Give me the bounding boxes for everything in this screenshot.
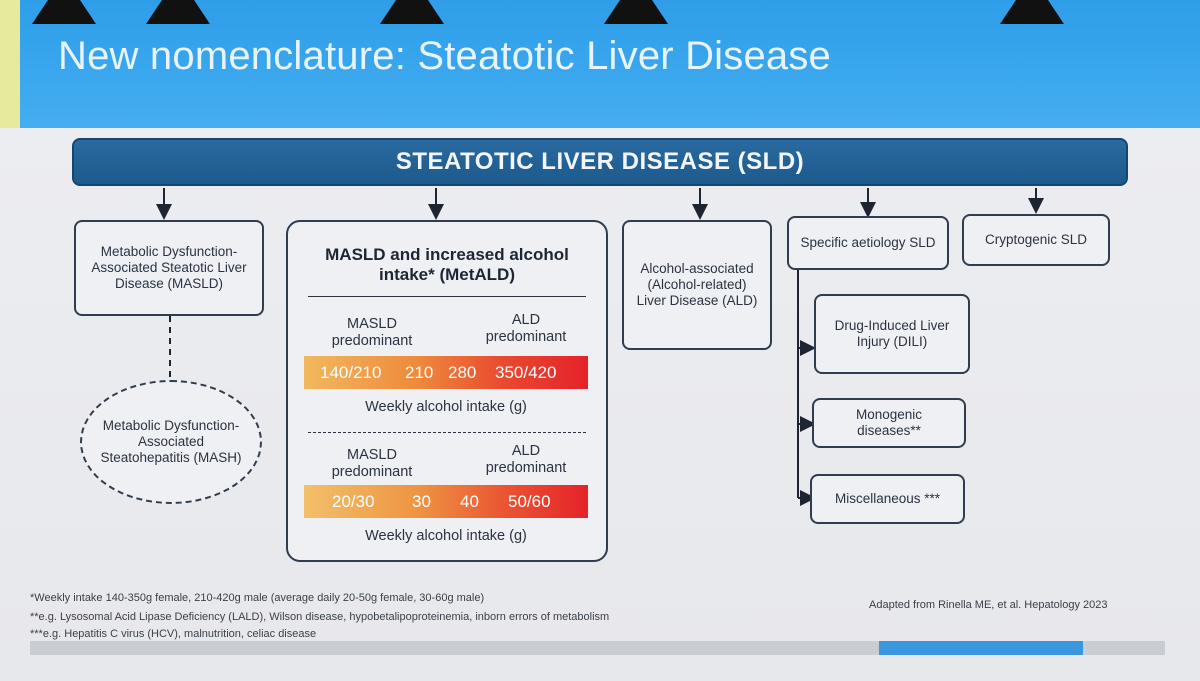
footnote-2: **e.g. Lysosomal Acid Lipase Deficiency … [30,611,610,623]
upper-axis-label: Weekly alcohol intake (g) [365,399,527,415]
upper-value-4: 350/420 [495,362,557,382]
metald-dashed-divider [308,432,586,433]
lower-value-4: 50/60 [508,491,551,511]
header-accent-strip [0,0,20,128]
metald-title: MASLD and increased alcohol intake* (Met… [325,245,569,284]
lower-value-3: 40 [460,491,479,511]
upper-value-1: 140/210 [320,362,382,382]
masld-box: Metabolic Dysfunction-Associated Steatot… [74,220,264,316]
footnote-1: *Weekly intake 140-350g female, 210-420g… [30,592,485,604]
lower-left-label: MASLD predominant [331,447,413,480]
footnote-3: ***e.g. Hepatitis C virus (HCV), malnutr… [30,628,317,640]
slide-title: New nomenclature: Steatotic Liver Diseas… [58,34,832,78]
upper-value-2: 210 [405,362,434,382]
upper-intake-gradient: 140/210 210 280 350/420 [304,356,588,389]
upper-value-3: 280 [448,362,477,382]
miscellaneous-box: Miscellaneous *** [810,474,965,524]
monogenic-box: Monogenic diseases** [812,398,966,448]
sld-banner: STEATOTIC LIVER DISEASE (SLD) [72,138,1128,186]
slide-progress-fill [879,641,1083,655]
upper-left-label: MASLD predominant [331,316,413,349]
citation: Adapted from Rinella ME, et al. Hepatolo… [869,599,1108,611]
lower-value-2: 30 [412,491,431,511]
lower-value-1: 20/30 [332,491,375,511]
metald-divider [308,296,586,297]
lower-axis-label: Weekly alcohol intake (g) [365,528,527,544]
slide-progress-bar [30,641,1165,655]
cryptogenic-box: Cryptogenic SLD [962,214,1110,266]
ald-box: Alcohol-associated (Alcohol-related) Liv… [622,220,772,350]
upper-right-label: ALD predominant [485,312,567,345]
mash-ellipse: Metabolic Dysfunction-Associated Steatoh… [80,380,262,504]
specific-aetiology-box: Specific aetiology SLD [787,216,949,270]
dili-box: Drug-Induced Liver Injury (DILI) [814,294,970,374]
lower-intake-gradient: 20/30 30 40 50/60 [304,485,588,518]
lower-right-label: ALD predominant [485,443,567,476]
